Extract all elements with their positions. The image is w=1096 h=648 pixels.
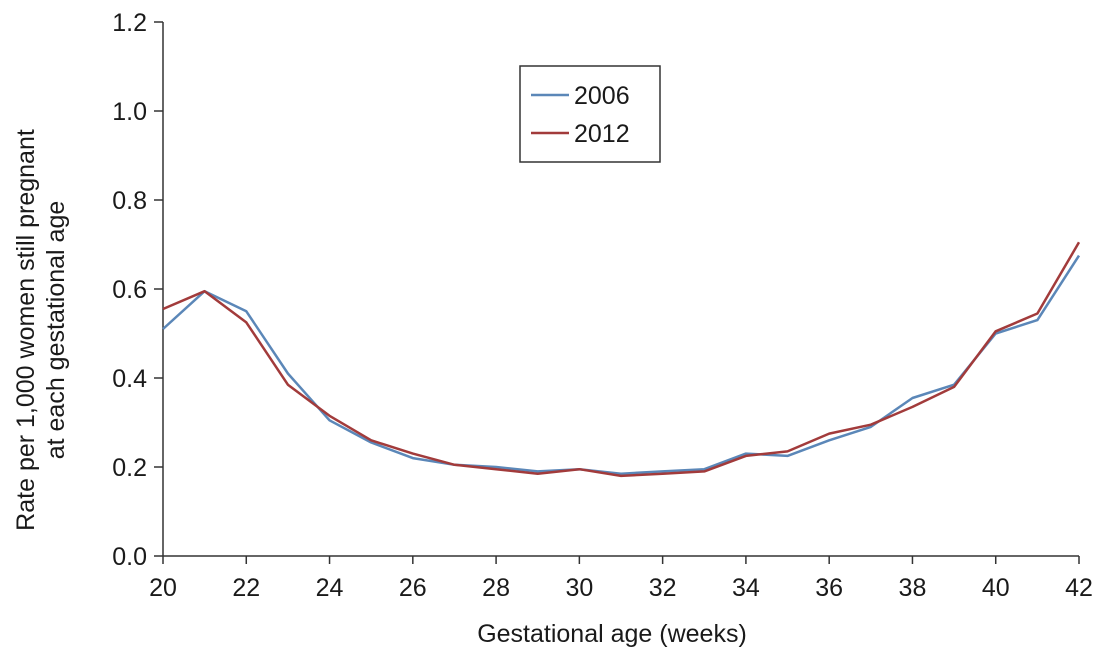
y-tick-label: 0.8 <box>112 187 147 215</box>
y-tick-label: 1.0 <box>112 98 147 126</box>
legend-box <box>519 65 661 163</box>
y-tick-label: 1.2 <box>112 9 147 37</box>
x-tick-label: 20 <box>149 574 177 602</box>
series-lines <box>162 241 1081 478</box>
series-line-2012 <box>162 241 1081 478</box>
y-tick-label: 0.0 <box>112 543 147 571</box>
x-tick-label: 24 <box>316 574 344 602</box>
x-tick-label: 30 <box>565 574 593 602</box>
y-tick-label: 0.4 <box>112 365 147 393</box>
y-axis-title-line-2: at each gestational age <box>42 201 70 460</box>
y-tick-label: 0.6 <box>112 276 147 304</box>
y-tick-label: 0.2 <box>112 454 147 482</box>
legend-label-2006: 2006 <box>574 82 630 110</box>
x-tick-label: 40 <box>982 574 1010 602</box>
x-tick-label: 32 <box>649 574 677 602</box>
x-tick-label: 42 <box>1065 574 1093 602</box>
x-ticks: 20 22 24 26 28 30 32 34 36 38 40 42 <box>149 556 1093 602</box>
series-line-2006 <box>162 254 1081 475</box>
legend: 2006 2012 <box>519 65 661 163</box>
y-axis-title-line-1: Rate per 1,000 women still pregnant <box>12 129 40 531</box>
x-tick-label: 26 <box>399 574 427 602</box>
x-tick-label: 34 <box>732 574 760 602</box>
x-tick-label: 22 <box>232 574 260 602</box>
x-tick-label: 36 <box>815 574 843 602</box>
y-ticks: 0.0 0.2 0.4 0.6 0.8 1.0 1.2 <box>112 9 163 571</box>
legend-label-2012: 2012 <box>574 120 630 148</box>
x-tick-label: 28 <box>482 574 510 602</box>
y-axis-title: Rate per 1,000 women still pregnant at e… <box>12 129 70 531</box>
x-tick-label: 38 <box>899 574 927 602</box>
x-axis-title: Gestational age (weeks) <box>477 620 747 648</box>
